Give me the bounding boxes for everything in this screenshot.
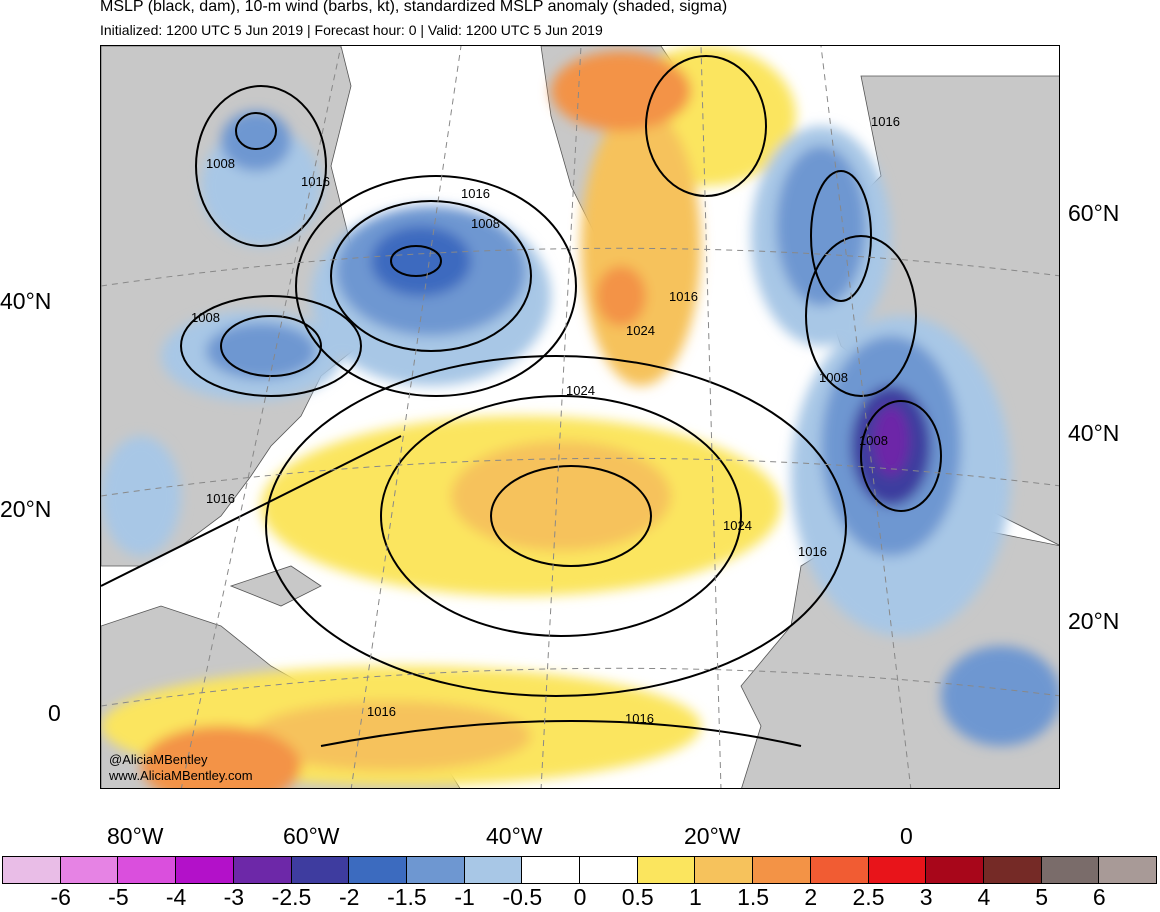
lat-label-right: 60°N [1068, 200, 1120, 226]
colorbar-box [290, 856, 350, 884]
lat-label-left: 20°N [0, 496, 52, 522]
colorbar-tick-label: -2 [338, 884, 360, 910]
colorbar-tick-label: 3 [919, 884, 933, 910]
colorbar-box [463, 856, 523, 884]
colorbar-tick-label: 2.5 [852, 884, 885, 910]
lon-label: 60°W [283, 823, 340, 849]
lon-label: 40°W [486, 823, 543, 849]
colorbar-tick-label: 0.5 [621, 884, 654, 910]
contour-label: 1016 [625, 711, 654, 726]
contour-label: 1024 [626, 323, 655, 338]
colorbar-tick-label: 0 [573, 884, 587, 910]
graticule [101, 46, 1059, 788]
colorbar-box [867, 856, 927, 884]
contour-label: 1016 [461, 186, 490, 201]
map-panel[interactable]: 1008 1016 1016 1016 1008 1008 1016 1024 … [100, 45, 1060, 789]
contour-label: 1024 [566, 383, 595, 398]
map-subtitle: Initialized: 1200 UTC 5 Jun 2019 | Forec… [100, 22, 603, 38]
colorbar-tick-label: 1.5 [737, 884, 770, 910]
colorbar-box [579, 856, 638, 884]
watermark-url: www.AliciaMBentley.com [109, 768, 253, 783]
colorbar-box [925, 856, 984, 884]
colorbar-box [175, 856, 234, 884]
lat-label-right: 20°N [1068, 608, 1120, 634]
colorbar-box [521, 856, 581, 884]
colorbar-box [694, 856, 754, 884]
colorbar-tick-label: 6 [1092, 884, 1106, 910]
lon-label: 0 [900, 823, 913, 849]
contour-label: 1016 [206, 491, 235, 506]
map-graphic [101, 46, 1059, 788]
colorbar-tick-label: 2 [804, 884, 818, 910]
contour-label: 1008 [191, 310, 220, 325]
contour-label: 1024 [723, 518, 752, 533]
colorbar-box [1098, 856, 1158, 884]
contour-label: 1008 [471, 216, 500, 231]
mslp-contours [101, 55, 942, 747]
map-title: MSLP (black, dam), 10-m wind (barbs, kt)… [100, 0, 728, 15]
watermark-handle: @AliciaMBentley [109, 752, 208, 767]
colorbar-box [1040, 856, 1100, 884]
colorbar-box [982, 856, 1042, 884]
colorbar-box [405, 856, 465, 884]
colorbar-box [117, 856, 177, 884]
lat-label-left: 0 [48, 700, 61, 726]
lat-label-left: 40°N [0, 288, 52, 314]
colorbar-tick-label: -2.5 [271, 884, 312, 910]
lat-label-right: 40°N [1068, 420, 1120, 446]
colorbar-tick-label: 4 [977, 884, 991, 910]
colorbar-box [232, 856, 292, 884]
colorbar-box [348, 856, 407, 884]
contour-label: 1008 [859, 433, 888, 448]
colorbar-tick-label: -1 [454, 884, 475, 910]
colorbar-tick-label: 5 [1035, 884, 1048, 910]
colorbar-box [636, 856, 696, 884]
contour-label: 1016 [367, 704, 396, 719]
colorbar-tick-label: -5 [108, 884, 129, 910]
colorbar-tick-label: -6 [50, 884, 71, 910]
colorbar-box [59, 856, 119, 884]
contour-label: 1016 [669, 289, 698, 304]
colorbar-tick-label: -4 [165, 884, 187, 910]
colorbar-tick-label: -0.5 [502, 884, 543, 910]
colorbar-box [2, 856, 61, 884]
colorbar-box [752, 856, 811, 884]
colorbar [2, 856, 1158, 884]
contour-label: 1016 [798, 544, 827, 559]
contour-label: 1008 [819, 370, 848, 385]
colorbar-box [809, 856, 869, 884]
contour-label: 1016 [871, 114, 900, 129]
contour-label: 1008 [206, 156, 235, 171]
colorbar-tick-label: -1.5 [387, 884, 427, 910]
colorbar-tick-label: -3 [223, 884, 245, 910]
contour-label: 1016 [301, 174, 330, 189]
colorbar-tick-label: 1 [688, 884, 702, 910]
lon-label: 20°W [684, 823, 741, 849]
lon-label: 80°W [107, 823, 164, 849]
